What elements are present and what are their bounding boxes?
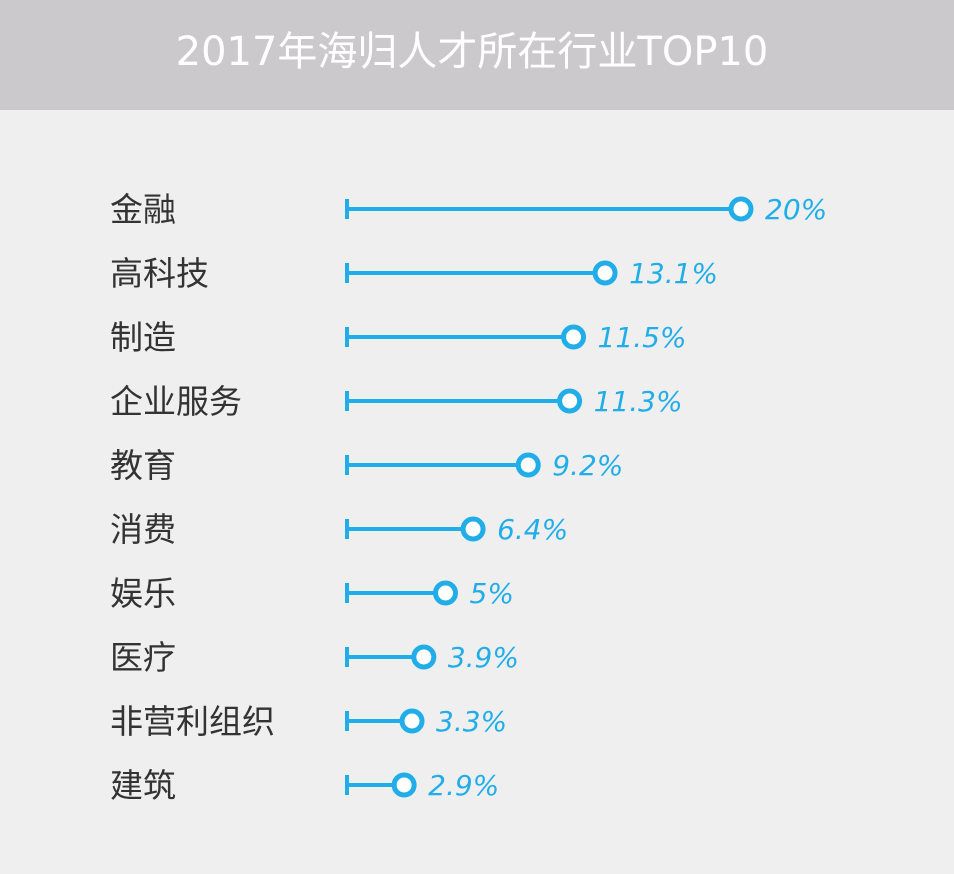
chart-row: 娱乐 5% <box>110 574 514 613</box>
category-label: 企业服务 <box>110 382 242 421</box>
category-label: 非营利组织 <box>110 702 275 741</box>
category-label: 娱乐 <box>110 574 176 613</box>
category-label: 金融 <box>110 190 176 229</box>
chart-row: 消费 6.4% <box>110 510 568 549</box>
value-label: 11.5% <box>598 321 687 354</box>
category-label: 建筑 <box>110 766 176 805</box>
lollipop-dot <box>592 260 618 286</box>
lollipop-dot <box>460 516 486 542</box>
chart-row: 非营利组织 3.3% <box>110 702 507 741</box>
chart-row: 金融 20% <box>110 190 827 229</box>
chart-row: 制造 11.5% <box>110 318 687 357</box>
chart-row: 教育 9.2% <box>110 446 623 485</box>
chart-row: 建筑 2.9% <box>110 766 499 805</box>
chart-row: 医疗 3.9% <box>110 638 519 677</box>
chart-row: 高科技 13.1% <box>110 254 718 293</box>
lollipop-dot <box>557 388 583 414</box>
value-label: 3.3% <box>436 705 507 738</box>
lollipop-dot <box>515 452 541 478</box>
value-label: 6.4% <box>497 513 568 546</box>
value-label: 13.1% <box>629 257 718 290</box>
value-label: 9.2% <box>552 449 623 482</box>
value-label: 3.9% <box>448 641 519 674</box>
lollipop-dot <box>391 772 417 798</box>
title-bar: 2017年海归人才所在行业TOP10 <box>0 0 954 110</box>
value-label: 5% <box>470 577 514 610</box>
lollipop-dot <box>561 324 587 350</box>
lollipop-dot <box>399 708 425 734</box>
chart-row: 企业服务 11.3% <box>110 382 683 421</box>
chart-title: 2017年海归人才所在行业TOP10 <box>175 29 769 75</box>
lollipop-dot <box>411 644 437 670</box>
lollipop-dot <box>433 580 458 606</box>
value-label: 2.9% <box>428 769 499 802</box>
category-label: 制造 <box>110 318 176 357</box>
value-label: 20% <box>765 193 827 226</box>
lollipop-dot <box>728 196 754 222</box>
category-label: 教育 <box>110 446 176 485</box>
category-label: 医疗 <box>110 638 176 677</box>
chart-rows: 金融 20% 高科技 13.1% 制造 11.5% 企业服务 11.3% 教育 9.2% 消费 6.4… <box>110 190 827 805</box>
value-label: 11.3% <box>594 385 683 418</box>
category-label: 高科技 <box>110 254 209 293</box>
category-label: 消费 <box>110 510 176 549</box>
